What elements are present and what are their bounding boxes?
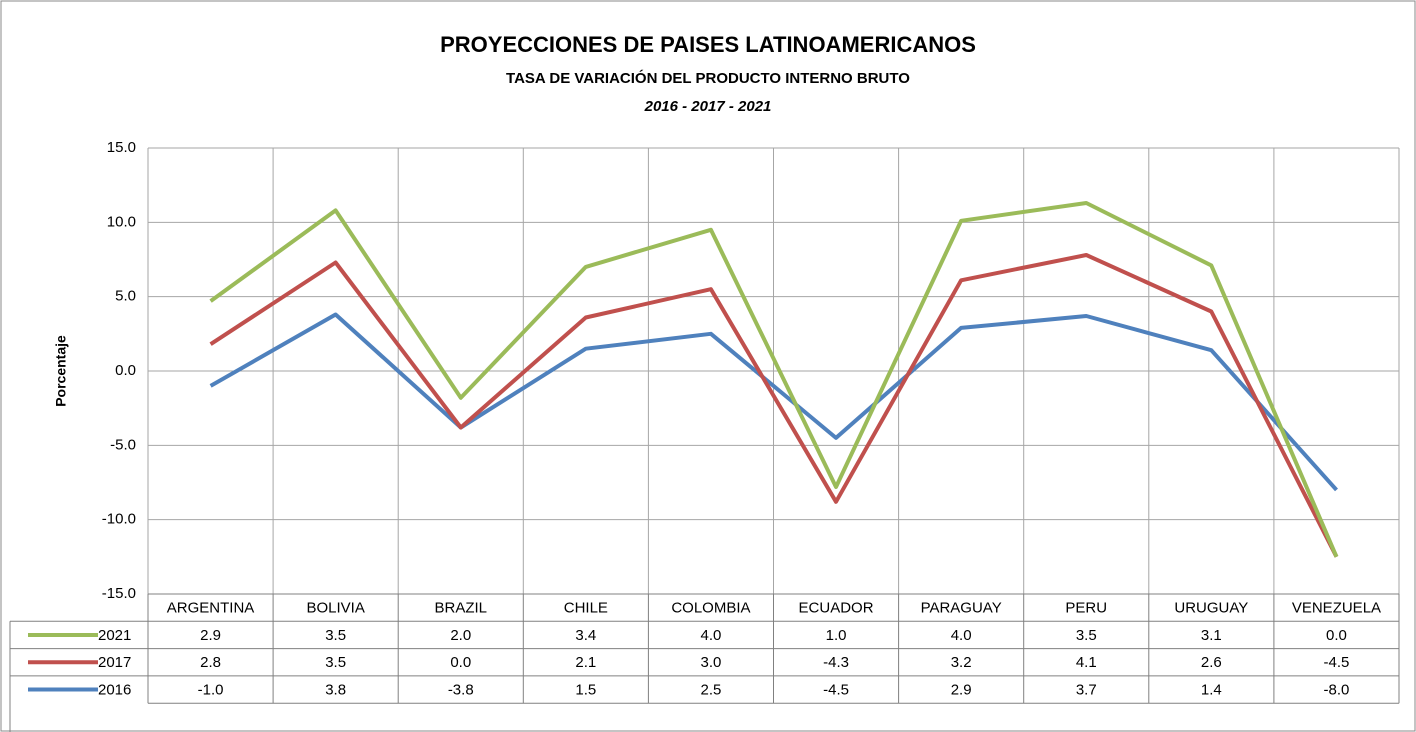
table-value: 0.0	[450, 654, 471, 671]
y-tick-label: 10.0	[107, 213, 136, 230]
table-value: 4.1	[1076, 654, 1097, 671]
table-value: 3.5	[325, 627, 346, 644]
x-tick-label: BOLIVIA	[306, 600, 364, 617]
table-value: 0.0	[1326, 627, 1347, 644]
table-value: 2.6	[1201, 654, 1222, 671]
y-tick-label: -10.0	[102, 511, 136, 528]
x-tick-label: ARGENTINA	[167, 600, 255, 617]
table-value: -4.5	[1324, 654, 1350, 671]
table-value: 1.0	[826, 627, 847, 644]
legend-label: 2017	[98, 654, 131, 671]
x-tick-label: ECUADOR	[799, 600, 874, 617]
table-value: -8.0	[1324, 682, 1350, 699]
legend-label: 2016	[98, 682, 131, 699]
y-axis-label: Porcentaje	[53, 335, 69, 407]
table-value: -1.0	[198, 682, 224, 699]
x-tick-label: CHILE	[564, 600, 608, 617]
x-tick-label: VENEZUELA	[1292, 600, 1381, 617]
x-tick-label: PERU	[1065, 600, 1107, 617]
table-value: 2.1	[575, 654, 596, 671]
table-value: -4.3	[823, 654, 849, 671]
table-value: 2.8	[200, 654, 221, 671]
x-tick-label: URUGUAY	[1174, 600, 1248, 617]
table-value: 3.5	[325, 654, 346, 671]
table-value: 3.2	[951, 654, 972, 671]
table-value: 3.1	[1201, 627, 1222, 644]
table-value: 3.7	[1076, 682, 1097, 699]
series-line	[209, 312, 1338, 492]
chart-subtitle: TASA DE VARIACIÓN DEL PRODUCTO INTERNO B…	[506, 69, 910, 87]
table-value: 2.9	[951, 682, 972, 699]
table-value: -4.5	[823, 682, 849, 699]
y-tick-label: 0.0	[115, 362, 136, 379]
chart-period: 2016 - 2017 - 2021	[644, 98, 772, 115]
table-value: 2.9	[200, 627, 221, 644]
table-value: 4.0	[951, 627, 972, 644]
table-value: 2.5	[701, 682, 722, 699]
y-tick-label: -15.0	[102, 585, 136, 602]
series-line	[209, 201, 1339, 558]
table-value: 3.5	[1076, 627, 1097, 644]
table-value: 3.8	[325, 682, 346, 699]
y-tick-label: 5.0	[115, 288, 136, 305]
table-value: -3.8	[448, 682, 474, 699]
table-value: 4.0	[701, 627, 722, 644]
x-tick-label: BRAZIL	[434, 600, 487, 617]
chart-title: PROYECCIONES DE PAISES LATINOAMERICANOS	[440, 32, 976, 57]
table-value: 1.4	[1201, 682, 1222, 699]
y-tick-label: 15.0	[107, 139, 136, 156]
table-value: 3.4	[575, 627, 596, 644]
table-value: 2.0	[450, 627, 471, 644]
x-tick-label: PARAGUAY	[921, 600, 1002, 617]
x-tick-label: COLOMBIA	[671, 600, 750, 617]
series-line	[209, 253, 1339, 558]
table-value: 1.5	[575, 682, 596, 699]
legend-label: 2021	[98, 627, 131, 644]
y-tick-label: -5.0	[110, 436, 136, 453]
table-value: 3.0	[701, 654, 722, 671]
